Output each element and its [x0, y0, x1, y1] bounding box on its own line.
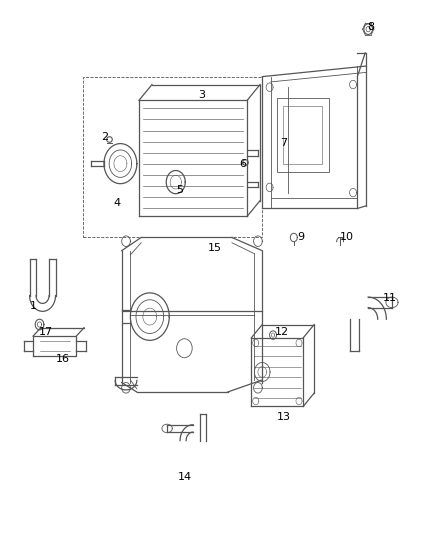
Text: 1: 1 — [29, 301, 36, 311]
Text: 17: 17 — [39, 327, 53, 337]
Text: 12: 12 — [275, 327, 289, 337]
Text: 15: 15 — [208, 243, 222, 253]
Text: 5: 5 — [177, 185, 184, 195]
Text: 8: 8 — [367, 21, 374, 31]
Text: 2: 2 — [101, 132, 108, 142]
Text: 11: 11 — [383, 293, 397, 303]
Text: 4: 4 — [114, 198, 121, 208]
Text: 6: 6 — [239, 159, 246, 168]
Bar — [283, 106, 322, 164]
Text: 14: 14 — [177, 472, 191, 482]
Text: 16: 16 — [57, 354, 71, 364]
Text: 10: 10 — [339, 232, 353, 243]
Bar — [277, 98, 329, 172]
Text: 13: 13 — [277, 412, 291, 422]
Text: 9: 9 — [297, 232, 305, 243]
Text: 7: 7 — [280, 138, 287, 148]
Text: 3: 3 — [198, 90, 205, 100]
